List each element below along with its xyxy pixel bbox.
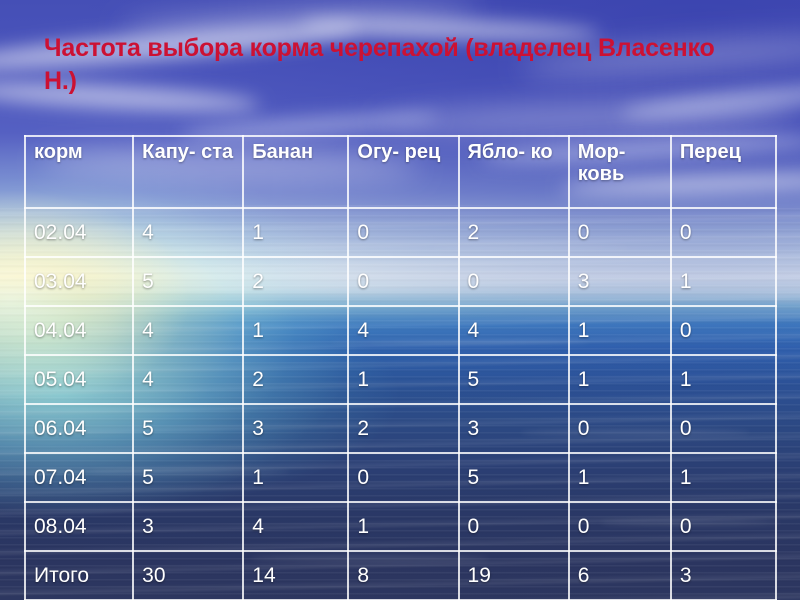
cell-value: 0	[567, 403, 672, 454]
cell-value: 0	[669, 501, 778, 552]
cell-total: 3	[669, 550, 778, 600]
cell-value: 4	[457, 305, 570, 356]
table-row: 08.04 3 4 1 0 0 0	[23, 501, 778, 552]
column-header-banana: Банан	[242, 135, 350, 209]
cell-value: 1	[669, 452, 778, 503]
table-row-total: Итого 30 14 8 19 6 3	[23, 550, 778, 600]
cell-value: 1	[242, 207, 350, 258]
column-header-cucumber: Огу- рец	[347, 135, 460, 209]
cell-value: 0	[457, 256, 570, 307]
cell-total: 14	[242, 550, 350, 600]
cell-value: 0	[347, 256, 460, 307]
cell-value: 3	[132, 501, 245, 552]
column-header-apple: Ябло- ко	[457, 135, 570, 209]
row-label: 06.04	[23, 403, 135, 454]
table-row: 04.04 4 1 4 4 1 0	[23, 305, 778, 356]
cell-value: 0	[669, 403, 778, 454]
cell-value: 2	[242, 256, 350, 307]
cell-value: 0	[457, 501, 570, 552]
row-label: 07.04	[23, 452, 135, 503]
cell-value: 1	[567, 305, 672, 356]
row-label: 04.04	[23, 305, 135, 356]
row-label: 03.04	[23, 256, 135, 307]
table-header-row: корм Капу- ста Банан Огу- рец Ябло- ко М…	[23, 135, 778, 209]
cell-value: 0	[347, 452, 460, 503]
cell-value: 3	[457, 403, 570, 454]
cell-value: 1	[347, 501, 460, 552]
cell-value: 5	[132, 256, 245, 307]
cell-value: 1	[347, 354, 460, 405]
cell-value: 4	[347, 305, 460, 356]
cell-value: 0	[567, 207, 672, 258]
cell-total: 8	[347, 550, 460, 600]
cell-value: 2	[457, 207, 570, 258]
table-row: 03.04 5 2 0 0 3 1	[23, 256, 778, 307]
cell-value: 4	[242, 501, 350, 552]
cell-value: 0	[669, 305, 778, 356]
cell-value: 1	[567, 452, 672, 503]
cell-value: 3	[567, 256, 672, 307]
column-header-cabbage: Капу- ста	[132, 135, 245, 209]
column-header-food: корм	[23, 135, 135, 209]
cell-value: 4	[132, 305, 245, 356]
table-row: 06.04 5 3 2 3 0 0	[23, 403, 778, 454]
page-title: Частота выбора корма черепахой (владелец…	[44, 34, 715, 95]
cell-value: 0	[567, 501, 672, 552]
cell-value: 0	[347, 207, 460, 258]
cell-value: 2	[242, 354, 350, 405]
cell-value: 5	[132, 452, 245, 503]
cell-value: 1	[242, 452, 350, 503]
row-label: 02.04	[23, 207, 135, 258]
table-header: корм Капу- ста Банан Огу- рец Ябло- ко М…	[23, 135, 778, 209]
cell-value: 5	[132, 403, 245, 454]
food-frequency-table: корм Капу- ста Банан Огу- рец Ябло- ко М…	[23, 135, 778, 600]
cell-value: 1	[669, 256, 778, 307]
table-row: 07.04 5 1 0 5 1 1	[23, 452, 778, 503]
table-row: 02.04 4 1 0 2 0 0	[23, 207, 778, 258]
cell-value: 5	[457, 354, 570, 405]
cell-value: 2	[347, 403, 460, 454]
cell-value: 1	[242, 305, 350, 356]
cell-value: 3	[242, 403, 350, 454]
row-label: 05.04	[23, 354, 135, 405]
row-label-total: Итого	[23, 550, 135, 600]
cell-value: 1	[669, 354, 778, 405]
cell-value: 4	[132, 207, 245, 258]
table-body: 02.04 4 1 0 2 0 0 03.04 5 2 0 0 3 1 04.0…	[23, 207, 778, 600]
cell-total: 6	[567, 550, 672, 600]
cell-value: 5	[457, 452, 570, 503]
cell-total: 30	[132, 550, 245, 600]
cell-value: 0	[669, 207, 778, 258]
column-header-carrot: Мор- ковь	[567, 135, 672, 209]
cell-total: 19	[457, 550, 570, 600]
cell-value: 4	[132, 354, 245, 405]
table-row: 05.04 4 2 1 5 1 1	[23, 354, 778, 405]
column-header-pepper: Перец	[669, 135, 778, 209]
cell-value: 1	[567, 354, 672, 405]
row-label: 08.04	[23, 501, 135, 552]
